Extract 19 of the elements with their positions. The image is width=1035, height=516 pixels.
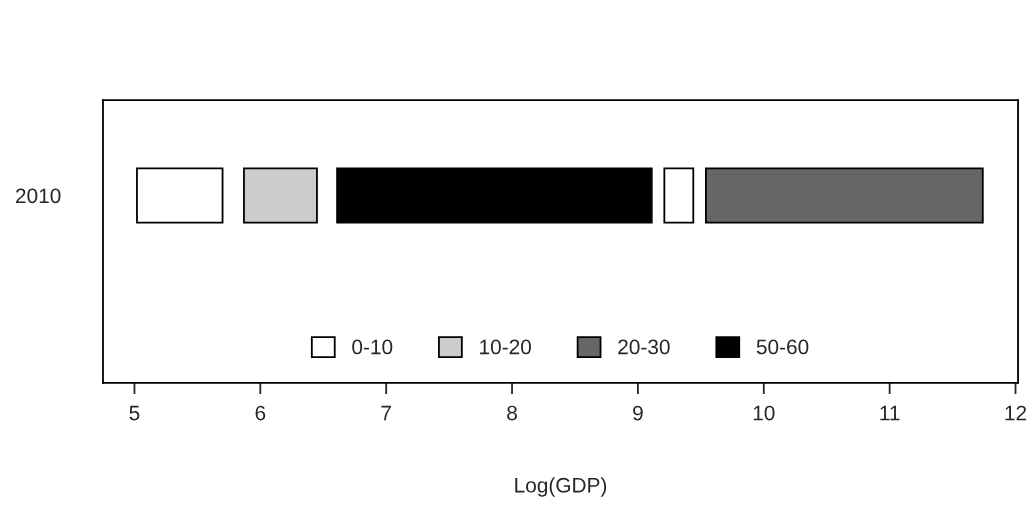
x-axis-title: Log(GDP) [515,477,607,497]
x-tick-label: 5 [129,405,140,421]
x-tick-label: 9 [633,405,643,421]
x-tick-label: 7 [381,405,391,421]
bar [243,167,318,224]
x-tick-label: 8 [507,405,517,421]
x-tick-label: 12 [1005,405,1027,421]
legend-label: 50-60 [756,339,809,355]
y-tick-label: 2010 [16,188,61,204]
legend-label: 20-30 [618,339,670,355]
x-tick-label: 6 [255,405,266,421]
bar [336,167,653,224]
x-tick-label: 11 [880,405,900,421]
bar [704,167,984,224]
bar [136,167,224,224]
x-tick-label: 10 [753,405,775,421]
bar [663,167,695,224]
legend-label: 10-20 [480,339,531,355]
legend-label: 0-10 [352,339,393,355]
